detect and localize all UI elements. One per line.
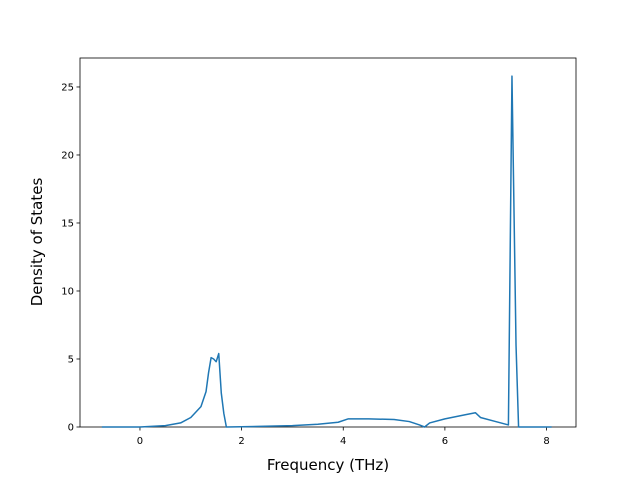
x-tick-label: 0 <box>137 436 143 447</box>
x-tick-label: 6 <box>442 436 448 447</box>
y-tick-label: 15 <box>61 218 74 229</box>
x-tick-label: 2 <box>238 436 244 447</box>
y-axis-label: Density of States <box>28 178 46 307</box>
axes-frame <box>79 57 577 428</box>
y-tick-label: 0 <box>68 423 74 434</box>
y-tick-label: 10 <box>61 286 74 297</box>
y-tick-label: 5 <box>68 354 74 365</box>
x-axis-label: Frequency (THz) <box>267 456 389 474</box>
x-tick-label: 8 <box>543 436 549 447</box>
y-tick-label: 25 <box>61 82 74 93</box>
dos-line <box>101 75 552 428</box>
x-tick-label: 4 <box>340 436 346 447</box>
y-tick-label: 20 <box>61 150 74 161</box>
